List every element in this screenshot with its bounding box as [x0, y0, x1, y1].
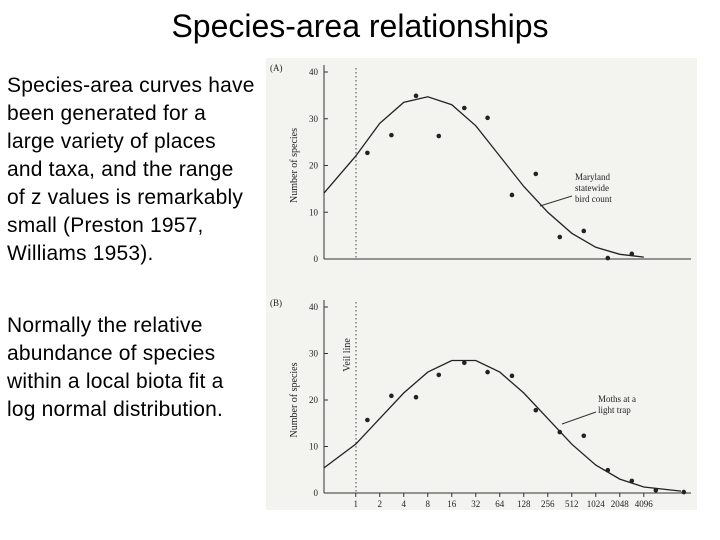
data-point	[509, 192, 515, 198]
annotation: statewide	[575, 183, 609, 193]
x-tick-label: 4096	[635, 499, 654, 509]
x-tick-label: 1024	[587, 499, 606, 509]
data-point	[605, 255, 611, 261]
x-tick-label: 1	[353, 499, 358, 509]
y-tick-label: 20	[309, 161, 319, 171]
data-point	[581, 433, 587, 439]
data-point	[581, 228, 587, 234]
data-point	[389, 132, 394, 138]
data-point	[413, 394, 419, 400]
x-tick-label: 128	[517, 499, 531, 509]
annotation: Maryland	[575, 172, 610, 182]
y-tick-label: 10	[309, 207, 319, 217]
y-axis-label: Number of species	[289, 128, 300, 203]
annotation-leader	[539, 195, 573, 207]
data-point	[413, 93, 419, 99]
data-point	[389, 393, 394, 399]
y-tick-label: 40	[309, 67, 319, 77]
data-point	[365, 417, 370, 423]
x-tick-label: 4	[401, 499, 406, 509]
y-tick-label: 0	[314, 254, 319, 264]
fitted-curve	[323, 359, 682, 492]
data-point	[365, 150, 370, 156]
x-tick-label: 512	[565, 499, 579, 509]
panel-label: (A)	[270, 63, 283, 73]
data-point	[533, 171, 539, 177]
data-point	[681, 489, 687, 495]
annotation-leader	[561, 411, 597, 425]
x-tick-label: 64	[495, 499, 505, 509]
reference-line-label: Veil line	[342, 338, 353, 372]
slide-title: Species-area relationships	[171, 8, 549, 44]
y-tick-label: 40	[309, 302, 319, 312]
annotation: Moths at a	[598, 394, 636, 404]
y-tick-label: 0	[314, 488, 319, 498]
y-axis-label: Number of species	[289, 362, 300, 437]
x-tick-label: 256	[541, 499, 555, 509]
data-point	[557, 234, 563, 240]
data-point	[462, 360, 467, 366]
annotation: bird count	[575, 194, 612, 204]
annotation: light trap	[598, 405, 631, 415]
data-point	[462, 105, 467, 111]
data-point	[509, 373, 515, 379]
panel-label: (B)	[270, 298, 282, 308]
y-tick-label: 30	[309, 349, 319, 359]
y-tick-label: 20	[309, 395, 319, 405]
fitted-curve	[323, 96, 644, 258]
x-tick-label: 2	[377, 499, 382, 509]
x-tick-label: 2048	[611, 499, 630, 509]
data-point	[436, 133, 442, 139]
y-tick-label: 30	[309, 114, 319, 124]
data-point	[533, 407, 539, 413]
data-point	[436, 372, 442, 378]
scan-background	[266, 58, 697, 510]
x-tick-label: 16	[447, 499, 457, 509]
data-point	[485, 115, 490, 121]
x-tick-label: 8	[426, 499, 431, 509]
x-tick-label: 32	[471, 499, 480, 509]
data-point	[485, 369, 490, 375]
y-tick-label: 10	[309, 442, 319, 452]
paragraph: Species-area curves have been generated …	[7, 74, 255, 265]
paragraph: Normally the relative abundance of speci…	[7, 314, 224, 421]
